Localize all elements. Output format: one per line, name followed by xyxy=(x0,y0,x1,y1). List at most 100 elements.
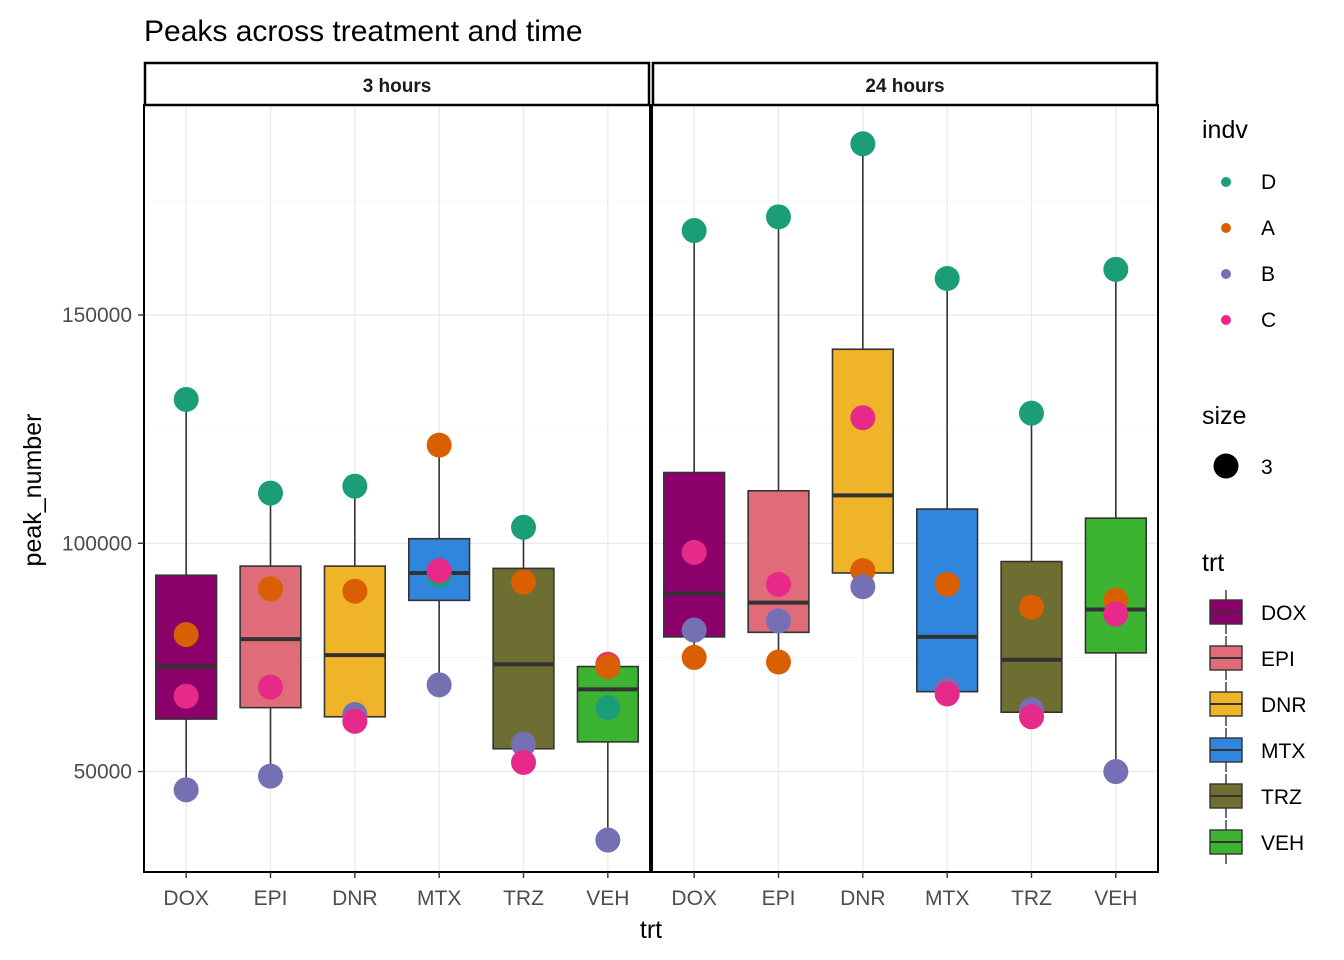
y-tick-label: 50000 xyxy=(74,761,132,784)
legend-key-trt-trz xyxy=(1209,774,1243,818)
x-tick-label: DNR xyxy=(332,887,378,910)
point-b xyxy=(258,763,283,789)
facet-panel: 3 hours xyxy=(143,61,651,873)
legend-label-trt: TRZ xyxy=(1261,786,1302,809)
legend-key-indv-d xyxy=(1221,177,1231,187)
x-tick-label: DNR xyxy=(840,887,886,910)
legend-key-trt-epi xyxy=(1209,636,1243,680)
point-d xyxy=(1019,400,1044,426)
point-c xyxy=(850,405,876,431)
box-veh xyxy=(1084,269,1147,772)
facet-strip-label: 24 hours xyxy=(865,76,944,97)
point-a xyxy=(934,571,960,597)
box-trz xyxy=(1000,413,1063,717)
x-tick-label: VEH xyxy=(586,887,629,910)
point-c xyxy=(258,674,283,700)
panel-border xyxy=(651,104,1159,873)
point-c xyxy=(1103,601,1129,627)
legend-label-indv: A xyxy=(1261,217,1275,240)
point-b xyxy=(850,574,876,600)
point-d xyxy=(595,695,621,721)
legend-label-trt: MTX xyxy=(1261,740,1305,763)
box-dox xyxy=(663,230,726,658)
x-tick-label: EPI xyxy=(762,887,796,910)
point-d xyxy=(173,386,199,412)
point-a xyxy=(426,432,452,458)
legend-key-size xyxy=(1213,453,1239,479)
x-tick-label: DOX xyxy=(671,887,717,910)
point-c xyxy=(934,681,960,707)
point-a xyxy=(1019,594,1044,620)
point-a xyxy=(342,578,368,604)
x-tick-label: MTX xyxy=(925,887,969,910)
point-d xyxy=(681,218,707,244)
x-tick-label: MTX xyxy=(417,887,461,910)
legend-label-indv: C xyxy=(1261,309,1276,332)
point-b xyxy=(595,827,621,853)
point-b xyxy=(173,777,199,803)
point-a xyxy=(595,654,621,680)
point-d xyxy=(1103,256,1129,282)
facet-panel: 24 hours xyxy=(651,61,1159,873)
legend-key-trt-mtx xyxy=(1209,728,1243,772)
point-d xyxy=(850,131,876,157)
x-tick-label: TRZ xyxy=(1011,887,1052,910)
point-d xyxy=(258,480,283,506)
point-a xyxy=(258,576,283,602)
legend-label-trt: DNR xyxy=(1261,694,1307,717)
legend-label-trt: EPI xyxy=(1261,648,1295,671)
box-body xyxy=(492,567,555,750)
point-c xyxy=(173,683,199,709)
facet-strip xyxy=(651,61,1159,107)
box-body xyxy=(1084,517,1147,654)
y-tick-label: 150000 xyxy=(62,304,132,327)
point-d xyxy=(934,265,960,291)
point-d xyxy=(511,514,536,540)
legend-key-indv-a xyxy=(1221,223,1231,233)
point-b xyxy=(766,608,791,634)
panel-border xyxy=(143,104,651,873)
legend-label-trt: DOX xyxy=(1261,602,1307,625)
point-a xyxy=(173,622,199,648)
legend-title-size: size xyxy=(1202,402,1246,430)
point-b xyxy=(681,617,707,643)
box-epi xyxy=(239,493,302,777)
legend-title-trt: trt xyxy=(1202,549,1224,577)
point-a xyxy=(766,649,791,675)
box-dnr xyxy=(323,486,386,722)
box-trz xyxy=(492,527,555,763)
box-dnr xyxy=(831,143,894,587)
chart-title: Peaks across treatment and time xyxy=(144,15,583,48)
box-body xyxy=(916,508,979,693)
legend-label-indv: B xyxy=(1261,263,1275,286)
point-c xyxy=(342,708,368,734)
legend-key-trt-dnr xyxy=(1209,682,1243,726)
box-veh xyxy=(576,664,639,841)
y-axis-title: peak_number xyxy=(19,414,47,567)
facet-strip-label: 3 hours xyxy=(363,76,432,97)
point-c xyxy=(1019,704,1044,730)
legend-label-indv: D xyxy=(1261,171,1276,194)
x-tick-label: VEH xyxy=(1094,887,1137,910)
legend-label-size: 3 xyxy=(1261,456,1273,479)
legend-key-trt-veh xyxy=(1209,820,1243,864)
axes: trt peak_number DOX EPI DNR MTX TRZ VEH DOX EPI… xyxy=(19,304,1137,944)
point-b xyxy=(426,672,452,698)
point-a xyxy=(681,644,707,670)
box-body xyxy=(831,348,894,574)
point-c xyxy=(426,558,452,584)
box-body xyxy=(1000,560,1063,714)
box-mtx xyxy=(916,278,979,694)
facet-panels: 3 hours 24 hours xyxy=(143,61,1159,873)
point-c xyxy=(511,749,536,775)
legend-title-indv: indv xyxy=(1202,116,1248,144)
box-dox xyxy=(155,399,218,790)
point-c xyxy=(681,539,707,565)
legend-key-indv-b xyxy=(1221,269,1231,279)
x-axis-title: trt xyxy=(640,916,662,944)
x-tick-label: DOX xyxy=(163,887,209,910)
x-tick-label: TRZ xyxy=(503,887,544,910)
point-b xyxy=(511,731,536,757)
